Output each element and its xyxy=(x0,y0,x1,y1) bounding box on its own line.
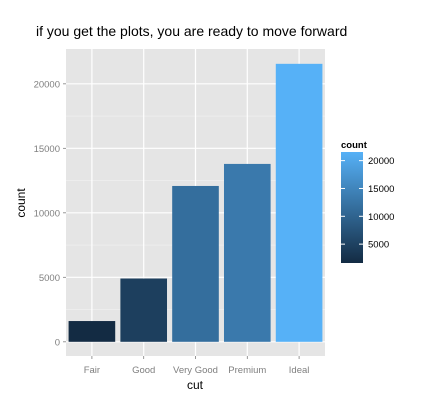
legend: count 5000 10000 15000 20000 xyxy=(341,140,394,263)
x-tick-label: Premium xyxy=(228,365,266,376)
legend-label: 15000 xyxy=(368,184,394,195)
legend-label: 20000 xyxy=(368,156,394,167)
y-tick-label: 15000 xyxy=(34,144,60,155)
y-axis: 0 5000 10000 15000 20000 xyxy=(34,79,66,348)
bar-good xyxy=(120,278,168,342)
y-axis-title: count xyxy=(14,188,28,218)
legend-label: 10000 xyxy=(368,212,394,223)
x-axis-title: cut xyxy=(187,378,204,392)
y-tick-label: 0 xyxy=(55,337,60,348)
y-tick-label: 20000 xyxy=(34,79,60,90)
bar-premium xyxy=(223,163,271,342)
x-axis: Fair Good Very Good Premium Ideal xyxy=(84,356,310,376)
x-tick-label: Fair xyxy=(84,365,100,376)
legend-title: count xyxy=(341,140,368,151)
legend-label: 5000 xyxy=(368,240,389,251)
x-tick-label: Good xyxy=(132,365,155,376)
bar-ideal xyxy=(275,63,323,342)
legend-colorbar xyxy=(341,152,363,263)
x-tick-label: Very Good xyxy=(173,365,218,376)
bar-very-good xyxy=(172,185,219,342)
y-tick-label: 5000 xyxy=(39,273,60,284)
x-tick-label: Ideal xyxy=(289,365,310,376)
bars xyxy=(68,63,323,342)
chart-title: if you get the plots, you are ready to m… xyxy=(36,23,347,39)
legend-ticks: 5000 10000 15000 20000 xyxy=(341,156,394,251)
y-tick-label: 10000 xyxy=(34,208,60,219)
bar-fair xyxy=(68,321,116,342)
